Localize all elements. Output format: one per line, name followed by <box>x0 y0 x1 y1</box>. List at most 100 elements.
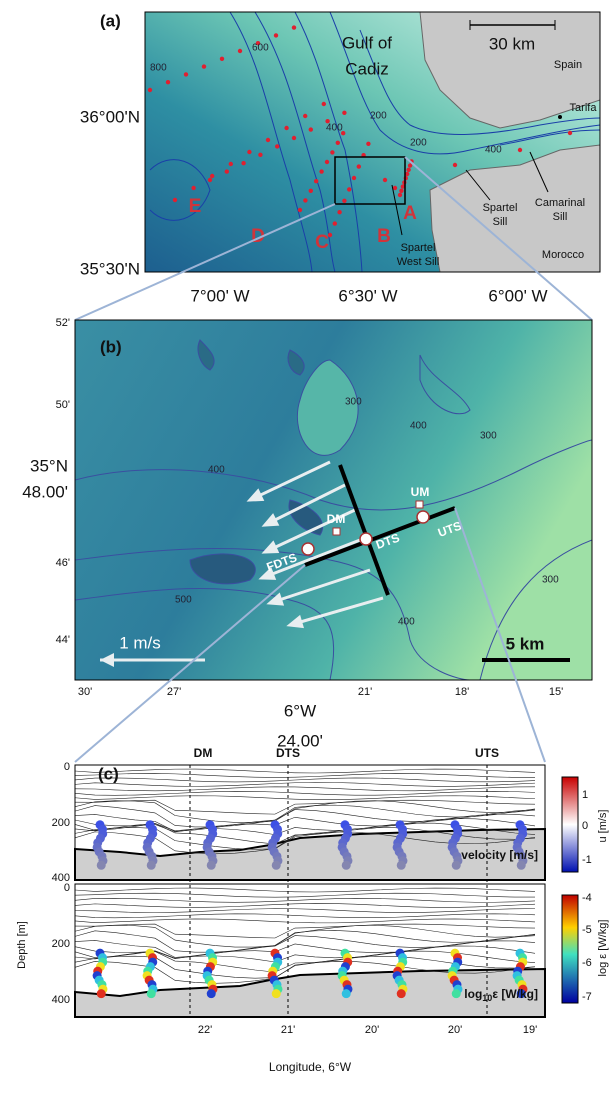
velocity-scale-label: 1 m/s <box>119 633 161 652</box>
station-dot <box>291 25 297 30</box>
zoom-line <box>74 564 306 763</box>
velocity-arrow <box>264 483 346 527</box>
arrow-head <box>286 614 304 629</box>
station-dot <box>201 64 207 69</box>
lat-label: 48.00' <box>22 482 68 501</box>
station <box>359 532 373 546</box>
station-dot <box>335 140 340 145</box>
profile-dot <box>451 860 461 870</box>
x-tick-label: 19' <box>523 1024 537 1036</box>
colorbar-label: u [m/s] <box>597 809 609 842</box>
station-dot <box>297 207 303 213</box>
contour-label: 400 <box>485 145 502 156</box>
colorbar-tick: -1 <box>582 854 592 866</box>
y-tick-label: 400 <box>52 994 70 1006</box>
lon-label: 30' <box>78 686 92 698</box>
isopycnal <box>74 913 536 919</box>
station-dot <box>255 41 261 46</box>
profile-dot <box>516 860 526 870</box>
isopycnal <box>74 935 536 958</box>
sill-label: Sill <box>493 216 508 228</box>
section-label: E <box>189 196 202 217</box>
isopycnal <box>74 898 536 903</box>
station-dot <box>324 159 330 165</box>
profile-dot <box>516 989 526 999</box>
station <box>301 542 315 556</box>
lat-label: 35°N <box>30 456 68 475</box>
station-dot <box>308 127 313 132</box>
profile-dot <box>206 989 216 999</box>
section-label: log10ε [W/kg] <box>464 987 538 1003</box>
station-dot <box>342 198 347 203</box>
map-b <box>75 320 592 680</box>
station-dot <box>452 162 458 168</box>
profile-dot <box>206 860 216 870</box>
place-label: Tarifa <box>570 102 598 114</box>
profile-dot <box>271 989 281 999</box>
pointer <box>529 151 549 193</box>
scale-label: 30 km <box>489 34 535 53</box>
sill-label: Sill <box>553 211 568 223</box>
panel-label: (c) <box>98 764 119 783</box>
mooring <box>332 527 341 536</box>
contour-label: 400 <box>208 465 225 476</box>
land-morocco <box>429 144 600 272</box>
lon-label: 24.00' <box>277 731 323 750</box>
lon-label: 15' <box>549 686 563 698</box>
place-label: Morocco <box>542 249 584 261</box>
x-tick-label: 22' <box>198 1024 212 1036</box>
lon-label: 6°00' W <box>488 286 547 305</box>
arrow-head <box>261 540 280 554</box>
station-dot <box>337 210 342 215</box>
station-label: UM <box>411 485 430 499</box>
station-dot <box>400 184 406 189</box>
contour-label: 400 <box>326 123 343 134</box>
colorbar-tick: -6 <box>582 957 592 969</box>
station-dot <box>314 179 319 184</box>
frame-c-bottom <box>74 883 546 1018</box>
colorbar <box>561 894 579 1004</box>
velocity-arrow <box>261 538 361 580</box>
place-label: Spain <box>554 59 582 71</box>
station-dot <box>397 192 403 198</box>
velocity-arrow <box>289 596 384 627</box>
velocity-arrows <box>246 460 384 629</box>
station-dot <box>341 131 346 136</box>
y-tick-label: 0 <box>64 761 70 773</box>
colorbar-tick: -4 <box>582 892 592 904</box>
lon-label: 7°00' W <box>190 286 249 305</box>
contour-label: 300 <box>542 575 559 586</box>
station-dot <box>275 144 280 149</box>
station-dot <box>366 141 371 146</box>
lon-label: 6°W <box>284 701 316 720</box>
station-dot <box>172 197 178 203</box>
profile-dot <box>396 860 406 870</box>
lat-label: 46' <box>56 557 70 569</box>
contour-label: 800 <box>150 63 167 74</box>
station <box>416 510 430 524</box>
station-dot <box>224 169 229 174</box>
profile-dot <box>341 860 351 870</box>
isopycnal <box>74 930 536 953</box>
station-dot <box>183 72 189 77</box>
station-dot <box>382 177 388 183</box>
land-spain <box>419 12 600 129</box>
isopycnal <box>74 790 536 796</box>
arrow-head <box>266 592 285 606</box>
colorbar <box>561 776 579 873</box>
velocity-arrow <box>249 460 331 502</box>
map-a <box>145 12 600 272</box>
station-dot <box>284 125 289 131</box>
station-label: UTS <box>475 746 499 760</box>
sill-label: Spartel <box>401 242 436 254</box>
station-dot <box>330 150 335 155</box>
colorbar-label: log ε [W/kg] <box>597 920 609 977</box>
station-label: DM <box>327 512 346 526</box>
section-label: A <box>403 203 417 224</box>
station-dot <box>258 152 263 157</box>
isopycnal <box>74 887 536 893</box>
station-dot <box>273 33 279 38</box>
section-line <box>338 464 390 596</box>
isopycnal <box>74 804 536 828</box>
station-dot <box>291 135 297 141</box>
